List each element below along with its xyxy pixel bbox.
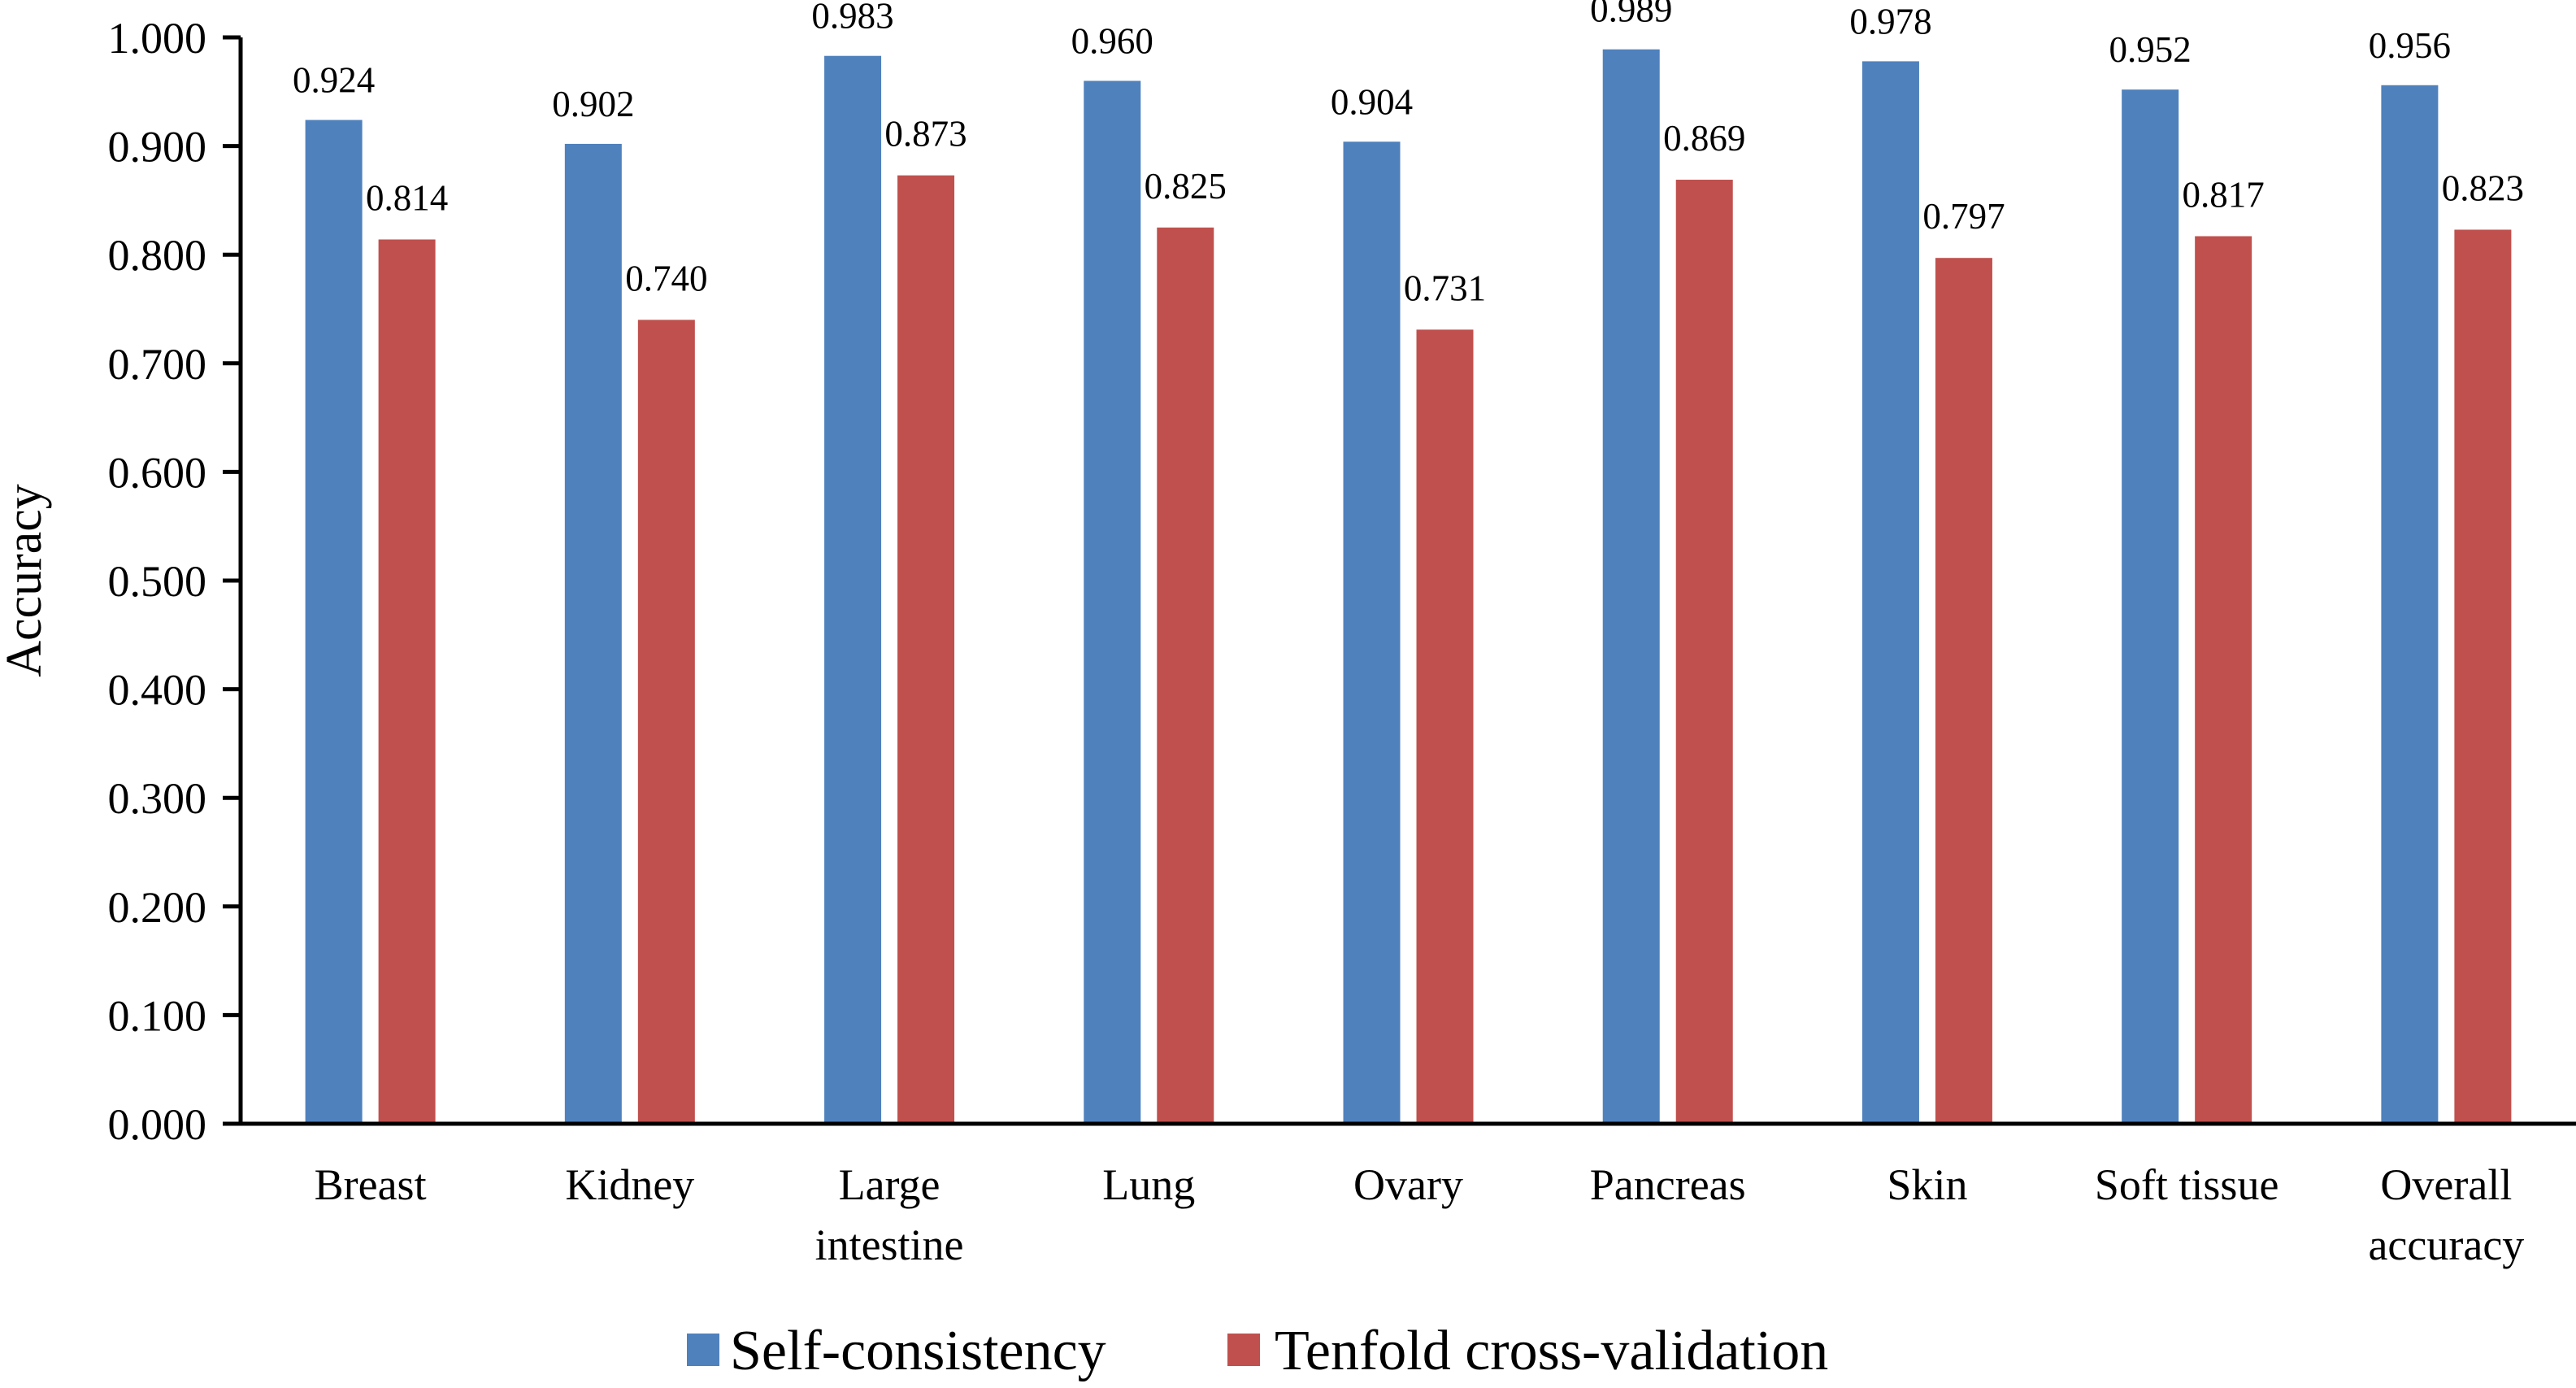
bar-tenfold-cv: [1935, 258, 1992, 1124]
axes: [238, 37, 2576, 1126]
data-label: 0.825: [1145, 166, 1227, 207]
x-category-label: Overall: [2380, 1160, 2512, 1209]
data-label: 0.823: [2442, 168, 2524, 208]
legend-label: Self-consistency: [730, 1320, 1106, 1382]
legend: Self-consistency Tenfold cross-validation: [687, 1320, 1828, 1382]
x-axis-categories: Breast Kidney Large intestine Lung Ovary Pancr…: [315, 1160, 2525, 1269]
x-category-label: intestine: [815, 1220, 964, 1269]
bars: [305, 49, 2512, 1125]
x-category-label: Kidney: [565, 1160, 694, 1209]
data-label: 0.873: [884, 114, 967, 154]
x-category-label: Ovary: [1353, 1160, 1463, 1209]
legend-label: Tenfold cross-validation: [1275, 1320, 1828, 1382]
bar-self-consistency: [564, 143, 622, 1125]
data-label: 0.740: [625, 258, 707, 298]
x-category-label: Soft tissue: [2095, 1160, 2279, 1209]
data-label: 0.817: [2183, 174, 2265, 215]
x-category-label: Large: [839, 1160, 940, 1209]
x-category-label: Skin: [1887, 1160, 1967, 1209]
bar-tenfold-cv: [378, 239, 436, 1125]
x-category-label: Breast: [315, 1160, 427, 1209]
y-tick-label: 0.300: [108, 774, 207, 823]
data-label: 0.904: [1331, 81, 1413, 122]
x-category-label: Pancreas: [1590, 1160, 1746, 1209]
bar-self-consistency: [824, 55, 882, 1124]
y-tick-label: 0.600: [108, 448, 207, 497]
bar-tenfold-cv: [1675, 180, 1733, 1125]
bar-self-consistency: [1602, 49, 1660, 1124]
bar-self-consistency: [1084, 80, 1141, 1125]
bar-tenfold-cv: [2195, 236, 2252, 1124]
x-category-label: accuracy: [2368, 1220, 2524, 1269]
y-tick-label: 0.500: [108, 557, 207, 606]
bar-tenfold-cv: [1416, 329, 1474, 1124]
y-tick-label: 0.800: [108, 231, 207, 280]
bar-self-consistency: [1861, 61, 1919, 1125]
data-label: 0.902: [552, 84, 634, 124]
y-tick-label: 0.200: [108, 883, 207, 932]
data-label: 0.978: [1849, 1, 1931, 41]
data-label: 0.952: [2109, 29, 2192, 70]
bar-self-consistency: [2122, 89, 2179, 1124]
bar-self-consistency: [305, 120, 363, 1124]
y-tick-label: 0.100: [108, 991, 207, 1040]
bar-tenfold-cv: [1157, 227, 1214, 1124]
y-axis-ticks: 0.000 0.100 0.200 0.300 0.400 0.500 0.600 0.700…: [108, 14, 241, 1149]
data-label: 0.956: [2369, 25, 2451, 66]
bar-self-consistency: [1343, 141, 1401, 1125]
y-tick-label: 0.000: [108, 1100, 207, 1149]
data-label: 0.797: [1922, 196, 2005, 237]
bar-self-consistency: [2381, 85, 2439, 1125]
y-tick-label: 0.900: [108, 123, 207, 172]
bar-tenfold-cv: [2454, 229, 2512, 1125]
y-tick-label: 0.700: [108, 340, 207, 389]
data-label: 0.814: [366, 177, 448, 218]
legend-swatch: [1227, 1334, 1260, 1366]
data-label: 0.731: [1404, 268, 1486, 308]
data-label: 0.924: [293, 60, 375, 101]
x-category-label: Lung: [1102, 1160, 1195, 1209]
y-tick-label: 1.000: [108, 14, 207, 63]
data-label: 0.983: [811, 0, 893, 37]
y-tick-label: 0.400: [108, 666, 207, 715]
data-label: 0.869: [1663, 118, 1745, 159]
bar-tenfold-cv: [897, 175, 955, 1124]
y-axis-title: Accuracy: [0, 484, 52, 677]
legend-swatch: [687, 1334, 719, 1366]
data-label: 0.960: [1071, 20, 1153, 61]
data-label: 0.989: [1590, 0, 1672, 30]
data-labels: 0.924 0.814 0.902 0.740 0.983 0.873 0.960 0.825…: [293, 0, 2524, 308]
bar-tenfold-cv: [637, 320, 695, 1124]
